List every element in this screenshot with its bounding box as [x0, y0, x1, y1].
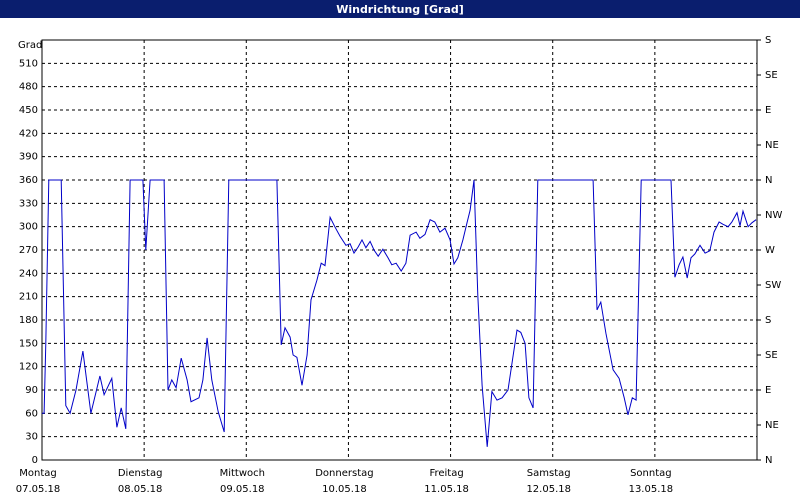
y2-tick-label: NE [765, 420, 779, 431]
y2-tick-label: NW [765, 210, 782, 221]
y-tick-label: 270 [19, 245, 38, 256]
y2-tick-label: E [765, 105, 771, 116]
y2-tick-label: S [765, 315, 771, 326]
y-tick-label: 120 [19, 362, 38, 373]
y-tick-label: 210 [19, 292, 38, 303]
x-tick-label: Montag [19, 468, 56, 479]
x-tick-date: 10.05.18 [322, 484, 367, 495]
y-tick-label: 300 [19, 222, 38, 233]
chart-title: Windrichtung [Grad] [336, 3, 464, 16]
x-tick-label: Sonntag [630, 468, 672, 479]
y-tick-label: 90 [25, 385, 38, 396]
y2-tick-label: SE [765, 70, 778, 81]
y-tick-label: 360 [19, 175, 38, 186]
y-tick-label: 60 [25, 408, 38, 419]
y2-tick-label: E [765, 385, 771, 396]
y-tick-label: 450 [19, 105, 38, 116]
y-tick-label: 150 [19, 338, 38, 349]
y-tick-label: 390 [19, 152, 38, 163]
x-tick-date: 08.05.18 [118, 484, 163, 495]
x-tick-label: Freitag [429, 468, 463, 479]
y-tick-label: 330 [19, 198, 38, 209]
y-tick-label: 420 [19, 128, 38, 139]
y2-tick-label: SW [765, 280, 781, 291]
y2-tick-label: S [765, 35, 771, 46]
y-tick-label: 180 [19, 315, 38, 326]
y-axis-label: Grad [18, 40, 42, 51]
y2-tick-label: W [765, 245, 775, 256]
title-bar [0, 0, 800, 18]
y-tick-label: 510 [19, 58, 38, 69]
y-tick-label: 0 [32, 455, 38, 466]
y2-tick-label: N [765, 455, 772, 466]
x-tick-label: Samstag [527, 468, 571, 479]
x-tick-label: Dienstag [118, 468, 163, 479]
x-tick-date: 11.05.18 [424, 484, 469, 495]
y2-tick-label: NE [765, 140, 779, 151]
x-tick-label: Donnerstag [315, 468, 373, 479]
x-tick-date: 13.05.18 [629, 484, 674, 495]
x-tick-date: 12.05.18 [526, 484, 571, 495]
x-tick-date: 09.05.18 [220, 484, 265, 495]
y-tick-label: 30 [25, 432, 38, 443]
data-line [42, 179, 757, 447]
y2-tick-label: N [765, 175, 772, 186]
y2-tick-label: SE [765, 350, 778, 361]
y-tick-label: 240 [19, 268, 38, 279]
y-tick-label: 480 [19, 82, 38, 93]
x-tick-label: Mittwoch [220, 468, 265, 479]
x-tick-date: 07.05.18 [16, 484, 61, 495]
